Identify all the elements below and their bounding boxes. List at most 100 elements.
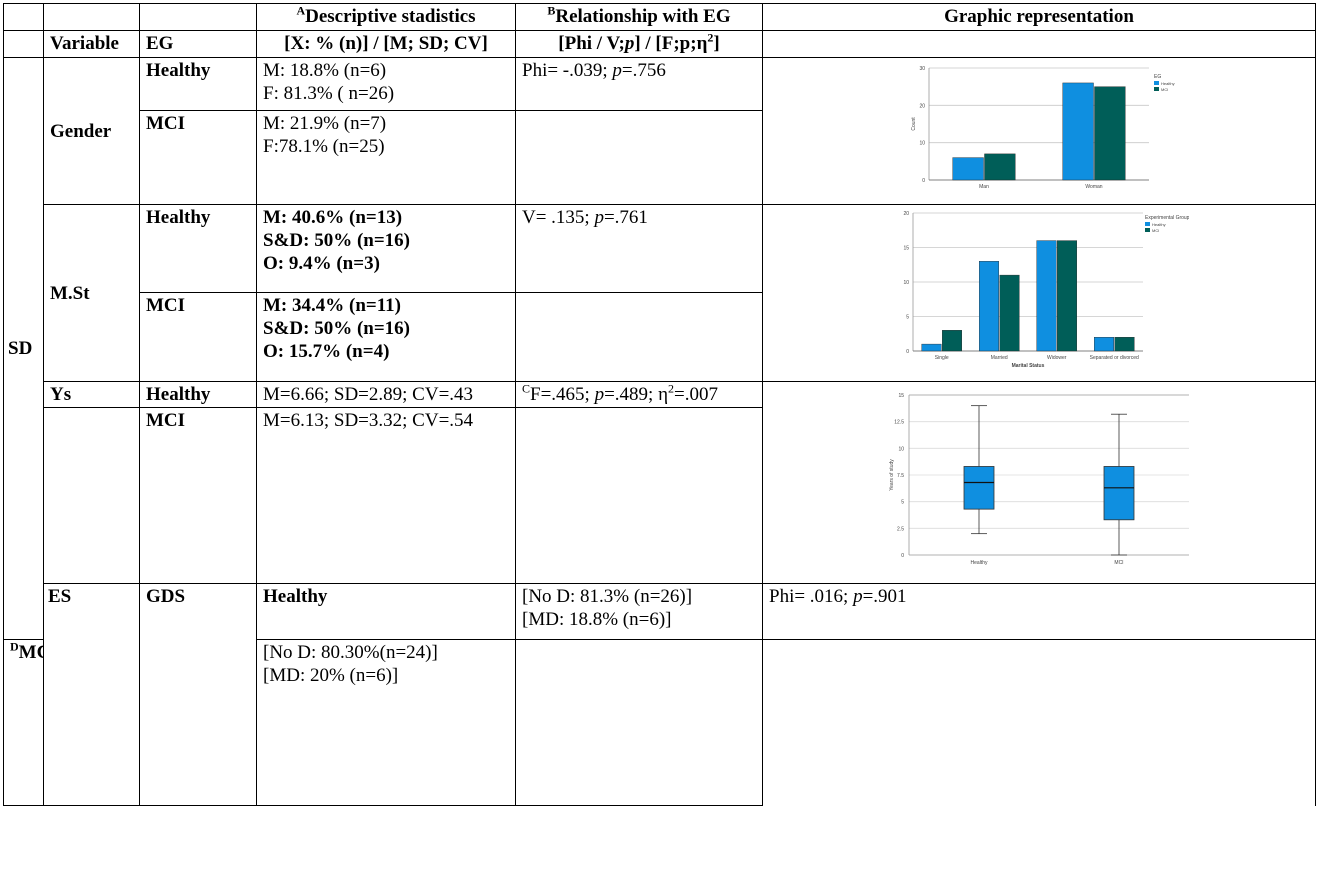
descriptive-cell: [No D: 80.30%(n=24)] [MD: 20% (n=6)] [256, 639, 516, 806]
header-row-2: Variable EG [X: % (n)] / [M; SD; CV] [Ph… [3, 30, 1316, 58]
relationship-cell: Phi= -.039; p=.756 [515, 57, 763, 111]
legend-label: Healthy [1161, 81, 1175, 86]
group-sd: SD [3, 56, 44, 641]
group-es: ES [43, 583, 140, 806]
y-axis-label: Count [911, 117, 917, 131]
header-variable: Variable [43, 30, 140, 58]
bar [984, 153, 1016, 181]
relationship-cell: Phi= .016; p=.901 [762, 582, 1316, 641]
y-tick-label: 10 [903, 280, 909, 286]
legend-swatch [1154, 81, 1159, 85]
y-tick-label: 2.5 [897, 526, 904, 532]
row-mst-mci: MCI M: 34.4% (n=11) S&D: 50% (n=16) O: 15.… [4, 291, 1316, 383]
y-tick-label: 10 [919, 141, 925, 147]
y-tick-label: 10 [898, 446, 904, 452]
bar [1057, 240, 1077, 352]
y-tick-label: 5 [906, 315, 909, 321]
marital-status-bar-chart: 0 5 10 15 20 Single Married Widower Separated or… [903, 211, 1189, 369]
descriptive-cell: M=6.13; SD=3.32; CV=.54 [256, 407, 516, 584]
bar [1094, 86, 1126, 181]
y-tick-label: 15 [903, 246, 909, 252]
eg-healthy: Healthy [139, 57, 257, 111]
x-tick-label: Woman [1085, 184, 1102, 190]
descriptive-cell: M: 21.9% (n=7) F:78.1% (n=25) [256, 109, 516, 206]
legend-label: MCI [1161, 87, 1168, 92]
bar [1114, 336, 1135, 352]
descriptive-cell: M: 40.6% (n=13) S&D: 50% (n=16) O: 9.4% (n… [256, 204, 516, 293]
bar [942, 330, 962, 352]
chart-marital-status: 0 5 10 15 20 Single Married Widower Separated or… [762, 204, 1316, 382]
relationship-cell: V= .135; p=.761 [515, 204, 763, 293]
header-relationship: BRelationship with EG [515, 3, 763, 31]
box [1103, 465, 1135, 520]
descriptive-cell: [No D: 81.3% (n=26)] [MD: 18.8% (n=6)] [515, 582, 763, 641]
bar [1036, 240, 1057, 352]
eg-healthy: Healthy [256, 582, 516, 641]
legend-swatch [1154, 87, 1159, 91]
variable-gender: Gender [43, 57, 140, 205]
row-gds-healthy: ES GDS Healthy [No D: 81.3% (n=26)] [MD: … [4, 582, 1316, 806]
eg-mci: MCI [139, 407, 257, 584]
x-tick-label: Healthy [971, 560, 988, 566]
y-tick-label: 20 [919, 103, 925, 109]
x-tick-label: Married [991, 355, 1008, 361]
results-table: ADescriptive stadistics BRelationship wi… [3, 3, 1316, 806]
y-tick-label: 20 [903, 211, 909, 217]
legend-title: EG [1154, 74, 1161, 80]
legend-label: MCI [1152, 228, 1159, 233]
y-tick-label: 15 [898, 393, 904, 399]
y-tick-label: 12.5 [894, 419, 904, 425]
x-tick-label: MCI [1114, 560, 1123, 566]
row-ys-mci: MCI M=6.13; SD=3.32; CV=.54 [4, 407, 1316, 584]
header-descriptive: ADescriptive stadistics [256, 3, 516, 31]
row-mst-healthy: M.St Healthy M: 40.6% (n=13) S&D: 50% (n=… [4, 204, 1316, 382]
row-gds-mci: DMCI [No D: 80.30%(n=24)][MD: 20% (n=6)] [3, 639, 1316, 806]
row-ys-healthy: Ys Healthy M=6.66; SD=2.89; CV=.43 CF=.4… [4, 381, 1316, 584]
descriptive-cell: M: 18.8% (n=6) F: 81.3% ( n=26) [256, 57, 516, 111]
bar [921, 343, 942, 352]
relationship-cell: CF=.465; p=.489; η2=.007 [515, 381, 763, 408]
variable-mst: M.St [43, 204, 140, 382]
header-graphic: Graphic representation [762, 3, 1316, 31]
eg-mci: MCI [139, 291, 257, 383]
x-tick-label: Man [979, 184, 989, 190]
chart-years-of-study: 0 2.5 5 7.5 10 12.5 15 Years of study Healthy MCI [762, 381, 1316, 584]
bar [1093, 336, 1114, 352]
eg-mci: MCI [139, 109, 257, 206]
legend-swatch [1145, 222, 1150, 226]
y-tick-label: 30 [919, 66, 925, 72]
legend-swatch [1145, 228, 1150, 232]
y-axis-label: Years of study [889, 458, 895, 490]
bar [978, 261, 999, 352]
descriptive-cell: M: 34.4% (n=11) S&D: 50% (n=16) O: 15.7% (… [256, 291, 516, 383]
y-tick-label: 7.5 [897, 473, 904, 479]
y-tick-label: 0 [906, 349, 909, 355]
header-eg: EG [139, 30, 257, 58]
variable-gds: GDS [139, 583, 257, 806]
chart-gender: 0 10 20 30 Man Woman Count EG Healthy MCI [762, 57, 1316, 205]
bar [999, 274, 1020, 352]
row-gender-healthy: SD Gender Healthy M: 18.8% (n=6) F: 81.3%… [3, 56, 1316, 641]
legend-label: Healthy [1152, 222, 1166, 227]
eg-mci: DMCI [3, 639, 44, 806]
row-gender-mci: MCI M: 21.9% (n=7) F:78.1% (n=25) [4, 109, 1316, 206]
x-axis-label: Marital Status [1012, 363, 1045, 369]
years-of-study-boxplot: 0 2.5 5 7.5 10 12.5 15 Years of study Healthy MCI [889, 393, 1189, 566]
variable-ys: Ys [43, 381, 140, 408]
header-desc-format: [X: % (n)] / [M; SD; CV] [256, 30, 516, 58]
x-tick-label: Widower [1047, 355, 1067, 361]
x-tick-label: Single [935, 355, 949, 361]
header-rel-format: [Phi / V;p] / [F;p;η2] [515, 30, 763, 58]
x-tick-label: Separated or divorced [1090, 355, 1139, 361]
eg-healthy: Healthy [139, 381, 257, 408]
header-row-1: ADescriptive stadistics BRelationship wi… [3, 3, 1316, 31]
y-tick-label: 5 [901, 499, 904, 505]
descriptive-cell: M=6.66; SD=2.89; CV=.43 [256, 381, 516, 408]
y-tick-label: 0 [901, 553, 904, 559]
y-tick-label: 0 [922, 178, 925, 184]
eg-healthy: Healthy [139, 204, 257, 293]
legend-title: Experimental Group [1145, 215, 1189, 221]
box [963, 465, 995, 510]
bar [1062, 82, 1094, 181]
